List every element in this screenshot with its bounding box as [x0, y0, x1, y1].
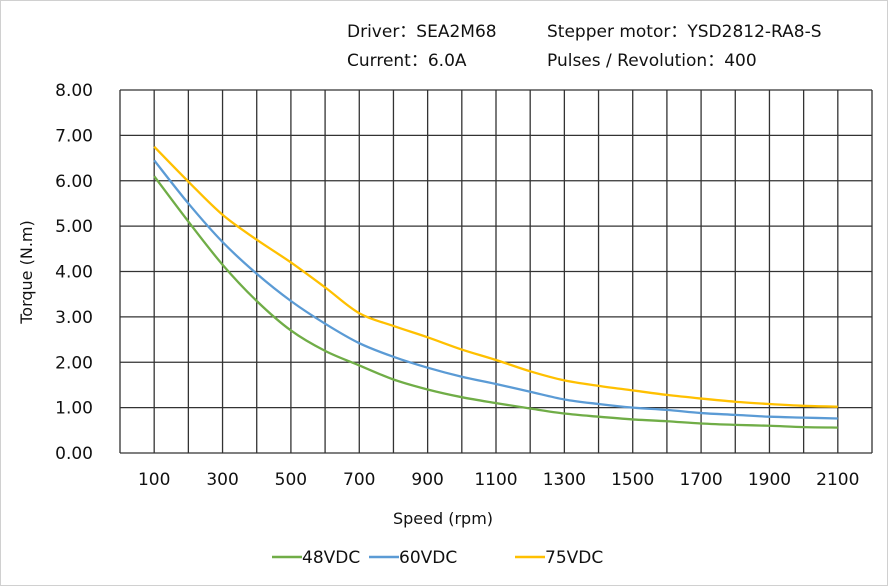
- legend: 48VDC 60VDC 75VDC: [272, 548, 603, 568]
- x-tick-label: 2100: [816, 470, 859, 490]
- series-lines: [153, 145, 838, 429]
- current-label: Current：6.0A: [347, 51, 467, 71]
- y-tick-label: 0.00: [55, 444, 93, 464]
- x-tick-label: 900: [411, 470, 443, 490]
- x-tick-label: 1100: [474, 470, 517, 490]
- x-tick-label: 1500: [611, 470, 654, 490]
- motor-label: Stepper motor：YSD2812-RA8-S: [547, 22, 822, 42]
- y-tick-label: 6.00: [55, 172, 93, 192]
- series-line-60VDC: [153, 159, 838, 420]
- y-axis-label: Torque (N.m): [17, 220, 36, 325]
- x-axis-label: Speed (rpm): [393, 509, 493, 528]
- y-tick-label: 8.00: [55, 81, 93, 101]
- driver-label: Driver：SEA2M68: [347, 22, 497, 42]
- grid: [119, 89, 873, 454]
- legend-label: 48VDC: [302, 548, 360, 568]
- y-tick-label: 5.00: [55, 217, 93, 237]
- y-tick-label: 1.00: [55, 399, 93, 419]
- x-tick-label: 500: [275, 470, 307, 490]
- y-tick-label: 3.00: [55, 308, 93, 328]
- legend-label: 60VDC: [399, 548, 457, 568]
- y-tick-label: 2.00: [55, 353, 93, 373]
- tick-labels: 100 300 500 700 900 1100 1300 1500 1700 1900 2100 0…: [55, 81, 859, 490]
- series-line-48VDC: [153, 175, 838, 429]
- x-tick-label: 1900: [748, 470, 791, 490]
- x-tick-label: 300: [206, 470, 238, 490]
- series-line-75VDC: [153, 145, 838, 408]
- pulses-label: Pulses / Revolution：400: [547, 51, 757, 71]
- y-tick-label: 7.00: [55, 126, 93, 146]
- y-tick-label: 4.00: [55, 263, 93, 283]
- x-tick-label: 700: [343, 470, 375, 490]
- x-tick-label: 1700: [679, 470, 722, 490]
- x-tick-label: 1300: [543, 470, 586, 490]
- x-tick-label: 100: [138, 470, 170, 490]
- legend-label: 75VDC: [545, 548, 603, 568]
